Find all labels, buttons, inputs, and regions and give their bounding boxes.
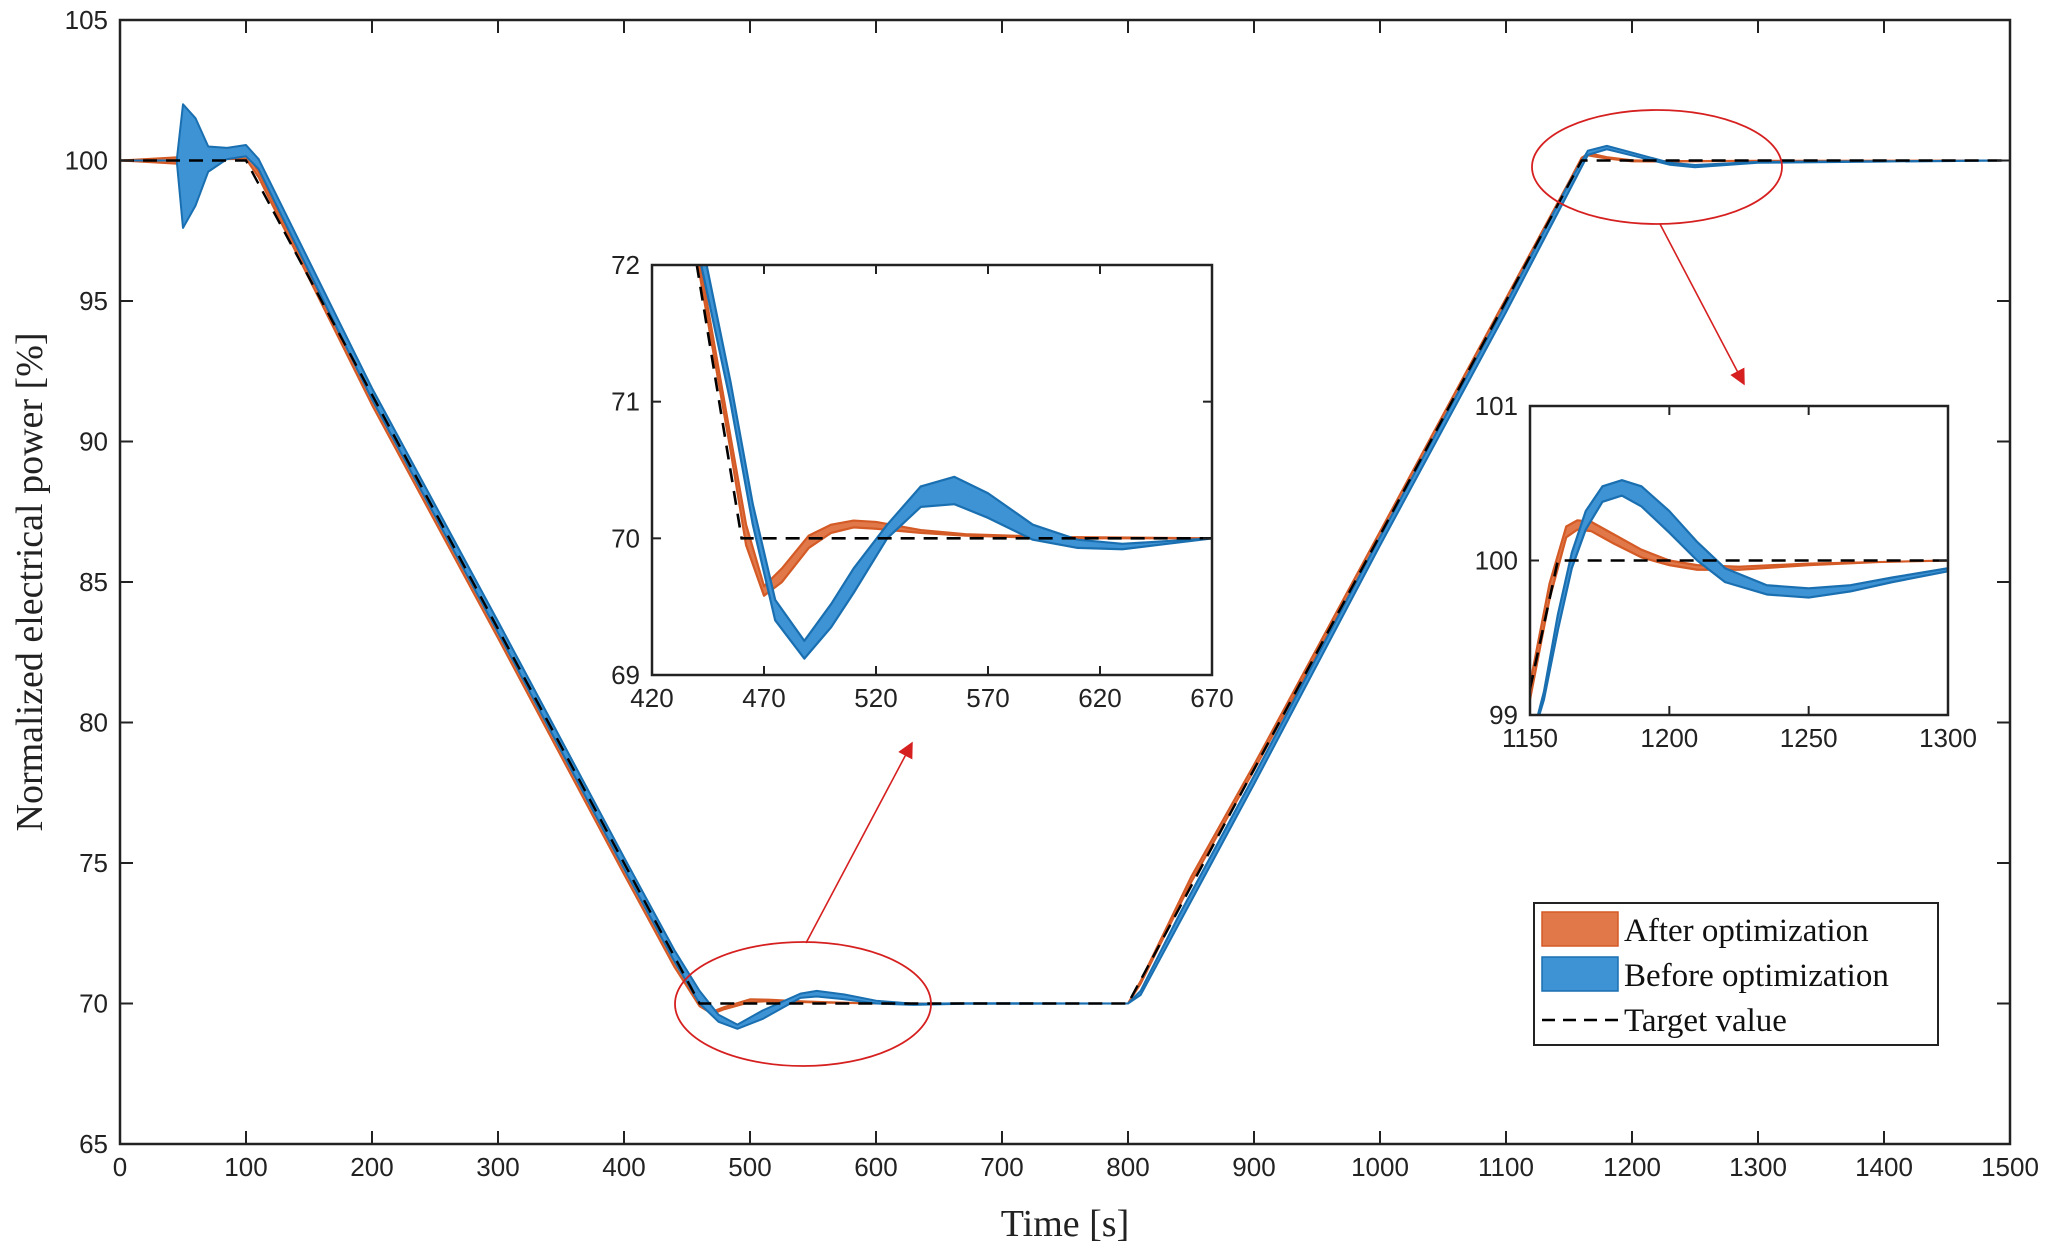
peak-highlight-ellipse bbox=[1531, 109, 1783, 225]
inset-valley-x-tick-label: 420 bbox=[630, 683, 673, 713]
inset-valley-band-before-optimization bbox=[700, 265, 1212, 660]
main-x-tick-label: 1500 bbox=[1981, 1152, 2039, 1182]
valley-inset-frame bbox=[650, 263, 1214, 677]
main-y-tick-label: 85 bbox=[79, 567, 108, 597]
peak-zoom-arrow bbox=[1659, 223, 1745, 386]
inset-peak-target-value-line bbox=[1530, 559, 1948, 690]
inset-valley-x-tick-label: 570 bbox=[966, 683, 1009, 713]
main-x-tick-label: 1400 bbox=[1855, 1152, 1913, 1182]
main-y-tick-label: 65 bbox=[79, 1129, 108, 1159]
inset-valley-x-tick-label: 470 bbox=[742, 683, 785, 713]
legend-label-after-optimization: After optimization bbox=[1624, 913, 1869, 949]
main-x-tick-label: 1300 bbox=[1729, 1152, 1787, 1182]
inset-valley-x-tick-label: 670 bbox=[1190, 683, 1233, 713]
main-y-tick-label: 100 bbox=[65, 146, 108, 176]
main-x-tick-label: 300 bbox=[476, 1152, 519, 1182]
legend-label-target-value: Target value bbox=[1624, 1003, 1787, 1039]
main-y-tick-label: 95 bbox=[79, 286, 108, 316]
main-y-tick-label: 75 bbox=[79, 848, 108, 878]
main-x-tick-label: 200 bbox=[350, 1152, 393, 1182]
y-axis-title: Normalized electrical power [%] bbox=[9, 332, 51, 831]
inset-peak-x-tick-label: 1250 bbox=[1780, 723, 1838, 753]
inset-valley-x-tick-label: 520 bbox=[854, 683, 897, 713]
valley-highlight-ellipse bbox=[674, 941, 932, 1067]
inset-peak-x-tick-label: 1300 bbox=[1919, 723, 1977, 753]
main-target-value-line bbox=[120, 159, 2010, 1005]
inset-valley-y-tick-label: 69 bbox=[611, 660, 640, 690]
legend-swatch-before-optimization bbox=[1541, 956, 1619, 992]
peak-inset-series bbox=[1530, 479, 1948, 715]
valley-inset-ticks: 420 470 520 570 620 670 69 70 71 72 bbox=[611, 250, 1234, 713]
main-y-tick-label: 70 bbox=[79, 989, 108, 1019]
x-axis-title: Time [s] bbox=[1001, 1203, 1129, 1245]
main-band-after-optimization bbox=[120, 149, 2010, 1015]
inset-peak-x-tick-label: 1150 bbox=[1502, 723, 1558, 753]
main-axis-ticks: 0 100 200 300 400 500 600 700 800 900 1000 1100 1200… bbox=[65, 5, 2039, 1182]
legend-label-before-optimization: Before optimization bbox=[1624, 958, 1889, 994]
valley-inset-series bbox=[695, 265, 1212, 660]
main-x-tick-label: 900 bbox=[1232, 1152, 1275, 1182]
main-x-tick-label: 400 bbox=[602, 1152, 645, 1182]
valley-zoom-arrow bbox=[805, 741, 913, 944]
inset-valley-y-tick-label: 70 bbox=[611, 523, 640, 553]
main-x-tick-label: 1000 bbox=[1351, 1152, 1409, 1182]
inset-peak-band-before-optimization bbox=[1536, 479, 1948, 715]
inset-peak-y-tick-label: 100 bbox=[1475, 546, 1518, 576]
main-x-tick-label: 500 bbox=[728, 1152, 771, 1182]
inset-peak-y-tick-label: 99 bbox=[1489, 700, 1518, 730]
main-plot-series bbox=[120, 103, 2010, 1030]
main-x-tick-label: 1100 bbox=[1478, 1152, 1534, 1182]
main-x-tick-label: 700 bbox=[980, 1152, 1023, 1182]
legend: After optimization Before optimization T… bbox=[1533, 902, 1939, 1046]
main-y-tick-label: 90 bbox=[79, 427, 108, 457]
main-x-tick-label: 100 bbox=[224, 1152, 267, 1182]
main-x-tick-label: 1200 bbox=[1603, 1152, 1661, 1182]
main-x-tick-label: 0 bbox=[113, 1152, 127, 1182]
main-x-tick-label: 600 bbox=[854, 1152, 897, 1182]
legend-swatch-after-optimization bbox=[1541, 911, 1619, 947]
inset-valley-x-tick-label: 620 bbox=[1078, 683, 1121, 713]
inset-valley-target-value-line bbox=[695, 265, 1212, 540]
inset-peak-x-tick-label: 1200 bbox=[1640, 723, 1698, 753]
main-x-tick-label: 800 bbox=[1106, 1152, 1149, 1182]
main-y-tick-label: 80 bbox=[79, 708, 108, 738]
main-y-tick-label: 105 bbox=[65, 5, 108, 35]
inset-peak-y-tick-label: 101 bbox=[1475, 391, 1518, 421]
inset-valley-y-tick-label: 71 bbox=[611, 387, 640, 417]
inset-valley-y-tick-label: 72 bbox=[611, 250, 640, 280]
peak-inset-ticks: 1150 1200 1250 1300 99 100 101 bbox=[1475, 391, 1977, 753]
